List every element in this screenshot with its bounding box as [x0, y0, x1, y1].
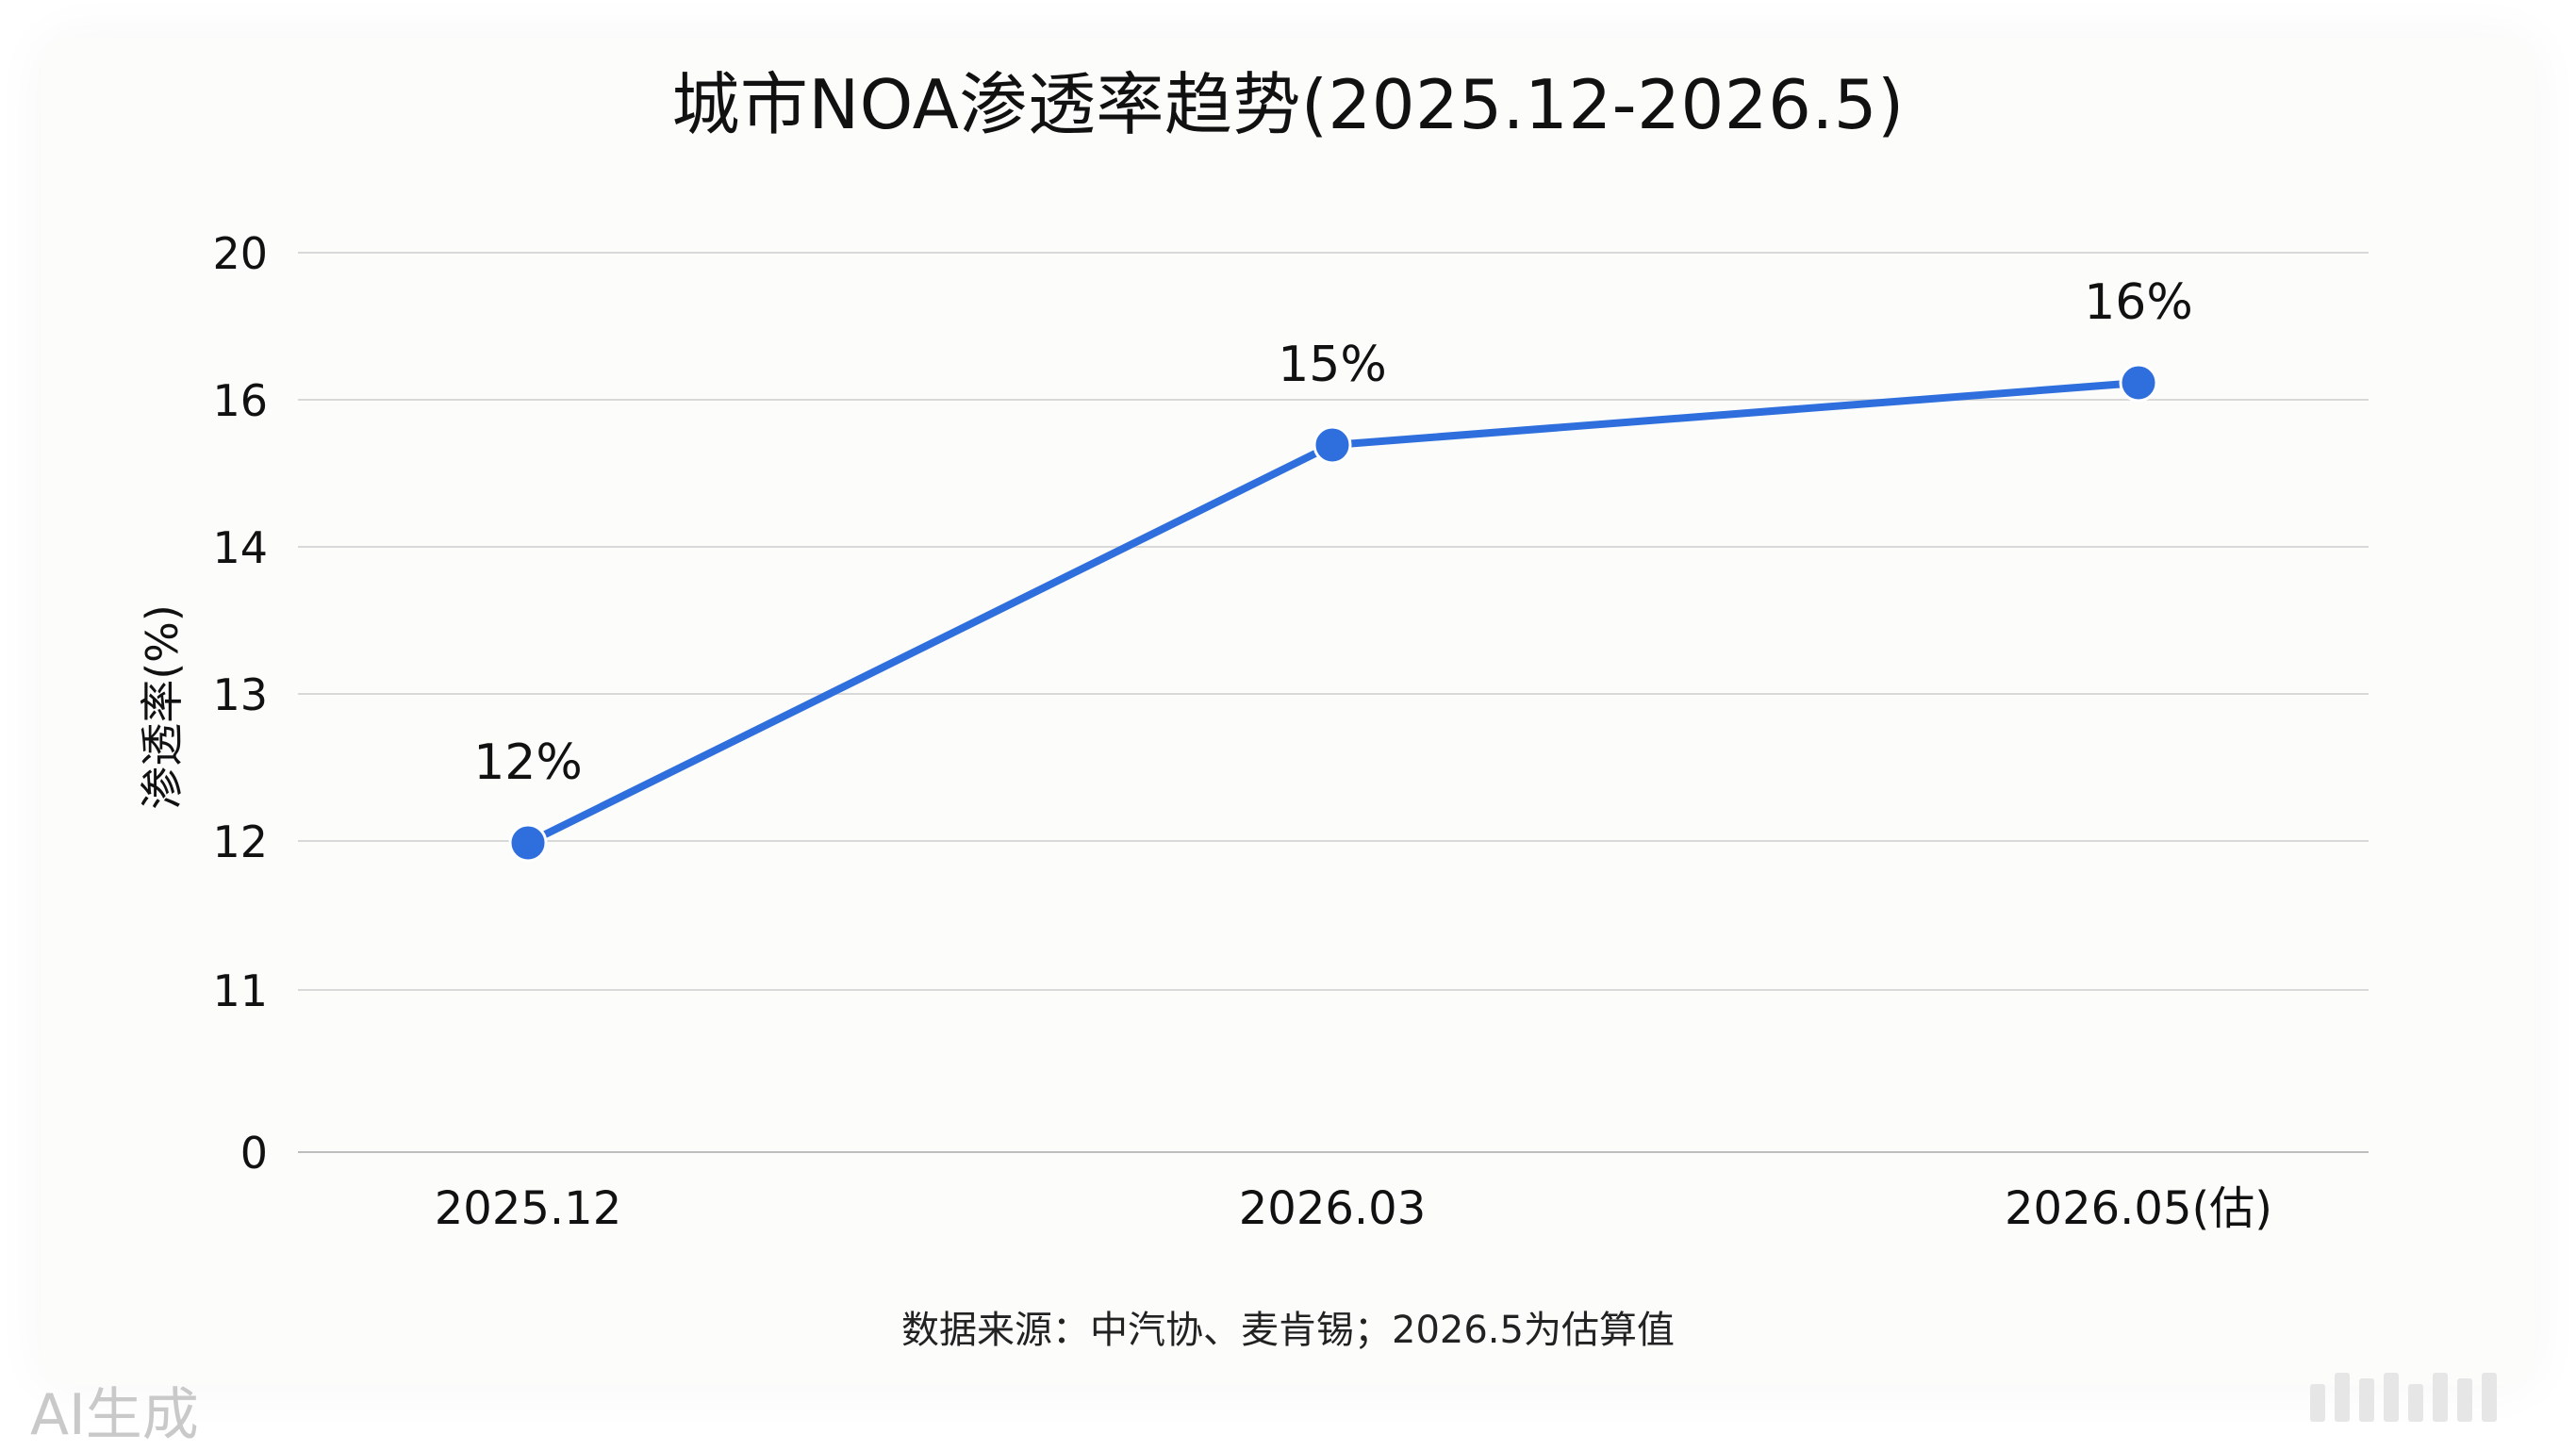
y-tick-label: 13	[212, 669, 268, 720]
y-tick-label: 11	[212, 965, 268, 1016]
data-label: 15%	[1278, 337, 1387, 393]
data-point	[508, 823, 548, 863]
x-tick-label: 2026.05(估)	[2005, 1182, 2272, 1235]
y-tick-label: 0	[240, 1128, 268, 1179]
y-tick-label: 12	[212, 816, 268, 867]
data-label: 12%	[473, 734, 583, 791]
data-point	[2119, 363, 2158, 403]
ai-generated-watermark: AI生成	[30, 1382, 199, 1448]
y-tick-label: 20	[212, 228, 268, 279]
chart-title: 城市NOA渗透率趋势(2025.12-2026.5)	[671, 65, 1905, 144]
y-tick-label: 16	[212, 375, 268, 426]
data-point	[1313, 425, 1352, 465]
data-label: 16%	[2084, 274, 2193, 331]
x-tick-label: 2025.12	[435, 1182, 622, 1235]
chart-card	[41, 38, 2535, 1386]
x-tick-label: 2026.03	[1239, 1182, 1427, 1235]
logo-watermark	[2310, 1373, 2546, 1422]
data-source-note: 数据来源：中汽协、麦肯锡；2026.5为估算值	[901, 1309, 1675, 1352]
y-tick-label: 14	[212, 522, 268, 573]
y-axis-label: 渗透率(%)	[137, 604, 188, 810]
